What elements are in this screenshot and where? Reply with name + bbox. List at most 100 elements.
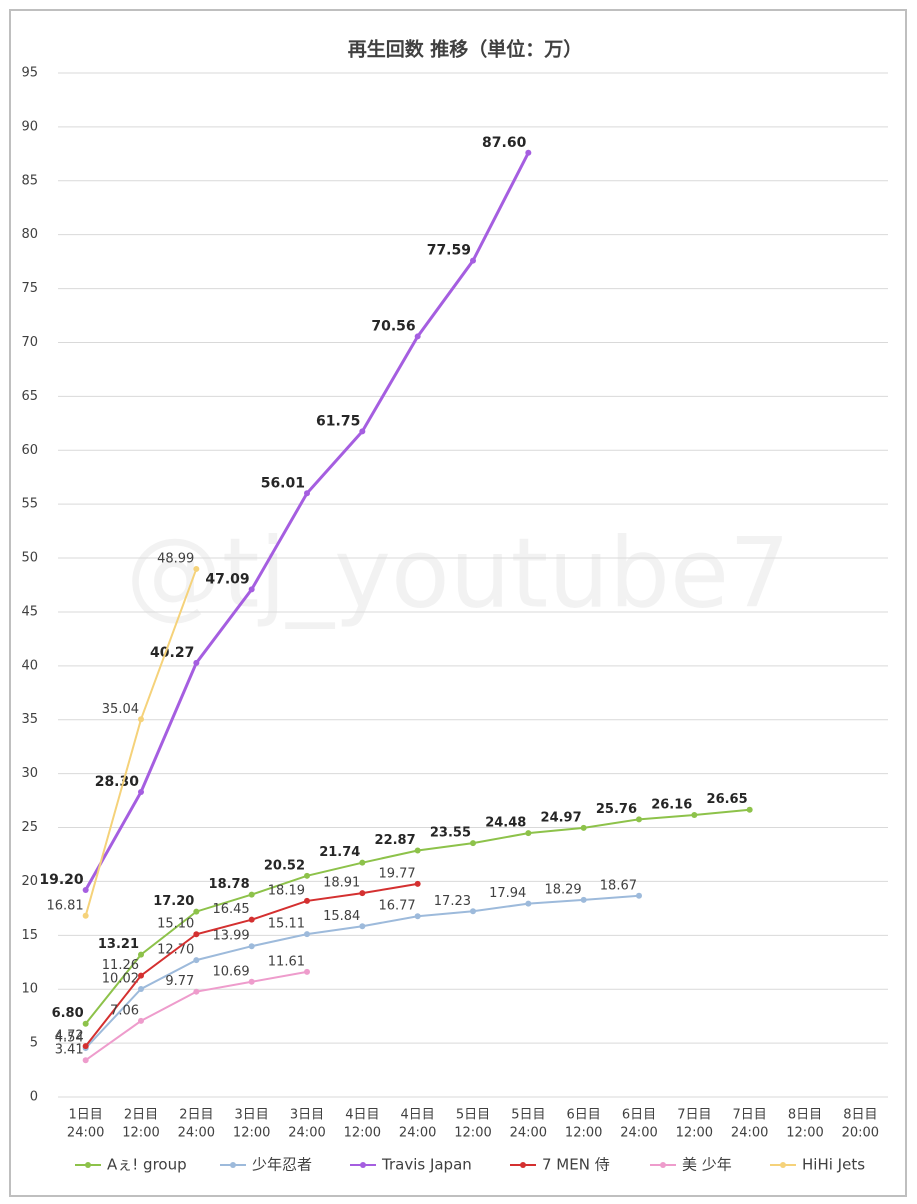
y-tick-label: 35 — [21, 712, 38, 727]
data-point — [414, 880, 421, 887]
data-label: 16.77 — [378, 899, 415, 914]
data-point — [525, 900, 532, 907]
data-label: 17.94 — [489, 886, 526, 901]
data-point — [248, 916, 255, 923]
x-tick-label: 24:00 — [620, 1126, 657, 1141]
data-point — [193, 908, 200, 915]
data-label: 18.91 — [323, 876, 360, 891]
data-point — [193, 988, 200, 995]
data-label: 16.81 — [46, 898, 83, 913]
data-point — [746, 806, 753, 813]
y-tick-label: 90 — [21, 119, 38, 134]
data-point — [414, 913, 421, 920]
data-point — [193, 565, 200, 572]
data-point — [248, 891, 255, 898]
data-point — [193, 957, 200, 964]
y-tick-label: 60 — [21, 443, 38, 458]
data-label: 13.21 — [98, 937, 139, 952]
x-tick-label: 4日目 — [401, 1108, 435, 1123]
data-point — [470, 257, 476, 264]
legend-label: Aぇ! group — [107, 1156, 187, 1174]
data-label: 15.11 — [268, 917, 305, 932]
data-point — [470, 840, 476, 847]
data-label: 16.45 — [212, 902, 249, 917]
y-tick-label: 40 — [21, 658, 38, 673]
x-tick-label: 12:00 — [786, 1126, 823, 1141]
data-label: 70.56 — [371, 318, 415, 334]
x-tick-label: 8日目 — [843, 1108, 877, 1123]
data-point — [304, 897, 310, 904]
x-tick-label: 2日目 — [179, 1108, 213, 1123]
data-point — [470, 908, 476, 915]
data-label: 19.20 — [39, 872, 84, 888]
data-point — [82, 887, 89, 894]
x-tick-label: 7日目 — [677, 1108, 711, 1123]
data-point — [248, 586, 255, 593]
legend-marker — [520, 1162, 526, 1168]
legend-marker — [85, 1162, 91, 1168]
y-tick-label: 25 — [21, 820, 38, 835]
legend-marker — [660, 1162, 666, 1168]
data-point — [82, 1043, 89, 1050]
chart-title: 再生回数 推移（単位：万） — [348, 38, 583, 61]
data-point — [193, 659, 200, 666]
data-label: 26.65 — [707, 792, 748, 807]
x-tick-label: 12:00 — [454, 1126, 491, 1141]
data-point — [580, 824, 587, 831]
data-point — [248, 978, 255, 985]
data-point — [138, 972, 144, 979]
data-label: 47.09 — [205, 571, 249, 587]
legend-marker — [360, 1162, 366, 1168]
x-tick-label: 2日目 — [124, 1108, 158, 1123]
legend-label: Travis Japan — [381, 1156, 472, 1174]
data-point — [359, 428, 366, 435]
data-label: 87.60 — [482, 135, 527, 151]
data-label: 6.80 — [52, 1006, 84, 1021]
data-point — [138, 951, 144, 958]
data-point — [82, 1020, 89, 1027]
data-label: 28.30 — [95, 774, 140, 790]
x-tick-label: 12:00 — [122, 1126, 159, 1141]
x-tick-label: 20:00 — [842, 1126, 879, 1141]
data-label: 17.23 — [434, 894, 471, 909]
data-label: 15.84 — [323, 909, 360, 924]
x-tick-label: 1日目 — [69, 1108, 103, 1123]
data-label: 40.27 — [150, 645, 194, 661]
x-tick-label: 24:00 — [399, 1126, 436, 1141]
data-label: 13.99 — [212, 929, 249, 944]
data-point — [82, 912, 89, 919]
data-point — [82, 1057, 89, 1064]
y-tick-label: 65 — [21, 389, 38, 404]
data-label: 77.59 — [427, 243, 471, 259]
data-point — [304, 931, 310, 938]
data-point — [414, 847, 421, 854]
x-tick-label: 12:00 — [565, 1126, 602, 1141]
data-point — [138, 985, 144, 992]
x-tick-label: 6日目 — [622, 1108, 656, 1123]
data-label: 19.77 — [378, 866, 415, 881]
data-point — [304, 968, 310, 975]
data-label: 56.01 — [261, 475, 305, 491]
x-tick-label: 5日目 — [511, 1108, 545, 1123]
data-label: 17.20 — [153, 894, 194, 909]
data-label: 20.52 — [264, 858, 305, 873]
data-point — [636, 892, 642, 899]
y-tick-label: 50 — [21, 551, 38, 566]
x-tick-label: 24:00 — [178, 1126, 215, 1141]
y-tick-label: 75 — [21, 281, 38, 296]
y-tick-label: 20 — [21, 874, 38, 889]
y-tick-label: 0 — [30, 1090, 38, 1105]
legend-marker — [230, 1162, 236, 1168]
data-label: 61.75 — [316, 413, 360, 429]
data-point — [304, 490, 310, 497]
y-tick-label: 70 — [21, 335, 38, 350]
x-tick-label: 6日目 — [567, 1108, 601, 1123]
data-label: 9.77 — [165, 974, 194, 989]
data-point — [138, 788, 144, 795]
x-tick-label: 24:00 — [510, 1126, 547, 1141]
data-label: 18.78 — [209, 877, 250, 892]
data-label: 7.06 — [110, 1003, 139, 1018]
data-point — [580, 896, 587, 903]
y-tick-label: 85 — [21, 173, 38, 188]
